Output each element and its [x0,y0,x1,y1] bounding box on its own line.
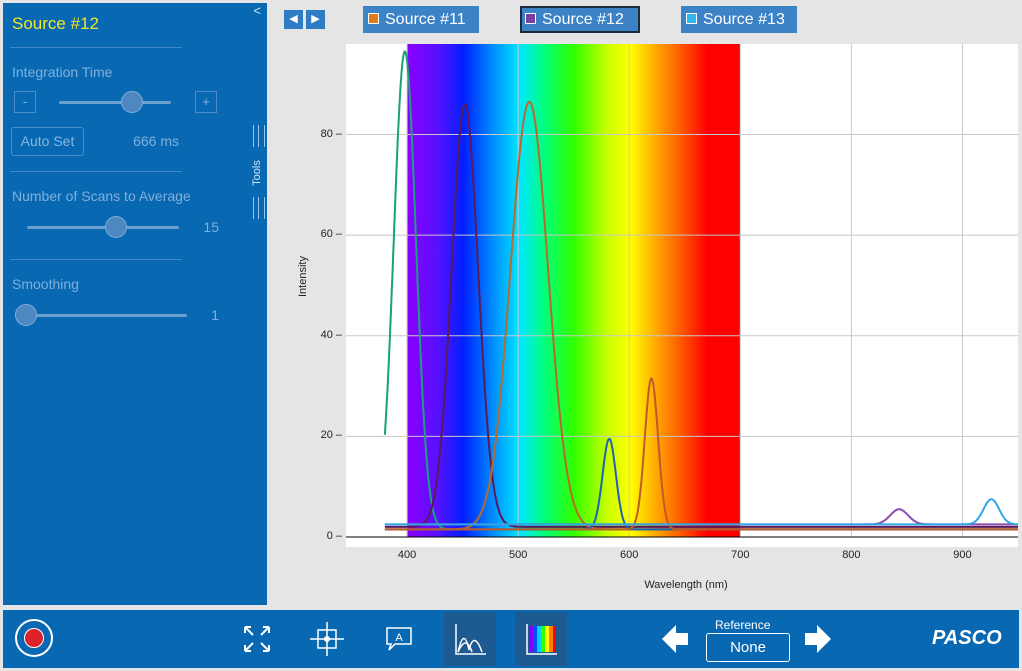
x-tick-label: 500 [508,548,528,561]
pasco-logo: PASCO [932,627,1002,649]
source-color-swatch [368,13,379,24]
y-axis-label: Intensity [297,256,309,297]
grip-icon [253,125,265,147]
spectrum-plot[interactable]: 400 500 600 700 800 900 0 – 20 – 40 – 60 – 80 – Wav… [321,44,1018,591]
integration-plus-button[interactable]: + [195,91,217,113]
bottom-toolbar: A Reference None PASCO [3,610,1019,668]
tools-label: Tools [250,160,263,186]
fit-icon[interactable] [231,612,283,666]
tab-source-13[interactable]: Source #13 [681,6,797,33]
scans-value: 15 [203,219,219,235]
x-tick-label: 700 [731,548,750,561]
tab-source-11[interactable]: Source #11 [363,6,479,33]
source-color-swatch [686,13,697,24]
spectrum-series-line [384,498,1018,526]
scans-average-label: Number of Scans to Average [12,188,191,204]
integration-time-value: 666 ms [133,133,179,149]
tab-label: Source #11 [385,11,466,28]
divider [10,171,182,172]
tab-label: Source #12 [542,11,624,28]
source-title: Source #12 [12,14,99,33]
spectrum-series-line [384,103,1018,528]
integration-time-label: Integration Time [12,64,113,80]
scans-slider[interactable] [27,226,179,229]
x-tick-label: 900 [953,548,972,561]
prev-source-icon[interactable]: ◀ [284,10,303,29]
spectrum-chart [346,44,1018,538]
integration-minus-button[interactable]: - [14,91,36,113]
x-tick-label: 400 [397,548,417,561]
integration-slider[interactable] [59,101,171,104]
previous-reference-icon[interactable] [658,612,690,666]
smoothing-label: Smoothing [12,276,79,292]
x-tick-label: 800 [842,548,861,561]
coordinate-icon[interactable] [301,612,353,666]
reference-label: Reference [715,618,771,632]
next-source-icon[interactable]: ▶ [306,10,325,29]
annotation-icon[interactable]: A [373,612,425,666]
x-tick-label: 600 [620,548,639,561]
x-axis-label: Wavelength (nm) [644,578,728,591]
next-reference-icon[interactable] [803,612,835,666]
spectrum-series-line [384,377,1018,531]
tab-source-12[interactable]: Source #12 [520,6,640,33]
visible-spectrum-band [407,44,741,537]
record-icon[interactable] [15,619,53,657]
sidebar-panel: < Source #12 Integration Time - + Auto S… [3,3,267,605]
y-tick-label: 60 – [320,228,342,241]
svg-text:A: A [395,632,403,644]
integration-slider-thumb[interactable] [121,91,143,113]
y-tick-label: 0 – [326,529,342,542]
grip-icon [253,197,265,219]
tab-label: Source #13 [703,11,785,28]
reference-select[interactable]: None [706,633,790,662]
divider [10,47,182,48]
smoothing-slider[interactable] [17,314,187,317]
y-tick-label: 80 – [320,127,342,140]
collapse-icon[interactable]: < [253,3,261,18]
scans-slider-thumb[interactable] [105,216,127,238]
source-color-swatch [525,13,536,24]
smoothing-slider-thumb[interactable] [15,304,37,326]
tools-handle[interactable]: Tools [250,125,266,225]
auto-set-button[interactable]: Auto Set [11,127,84,156]
spectrum-icon[interactable] [515,612,567,666]
y-tick-label: 40 – [320,328,342,341]
y-tick-label: 20 – [320,429,342,442]
smoothing-value: 1 [211,307,219,323]
peak-icon[interactable] [444,612,496,666]
source-nav: ◀ ▶ [284,10,326,30]
divider [10,259,182,260]
